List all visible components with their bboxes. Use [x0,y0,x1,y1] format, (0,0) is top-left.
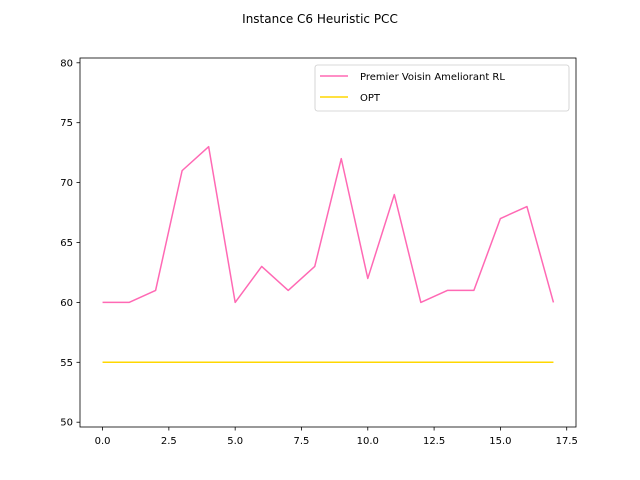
chart-title: Instance C6 Heuristic PCC [242,12,398,26]
y-tick-label: 75 [60,118,73,129]
x-tick-label: 0.0 [95,436,111,447]
legend-label-1: Premier Voisin Ameliorant RL [360,72,505,83]
legend-label-2: OPT [360,93,381,104]
plot-area [80,58,576,427]
y-tick-label: 65 [60,238,73,249]
y-axis: 50 55 60 65 70 75 80 [60,58,80,429]
x-tick-label: 2.5 [161,436,177,447]
legend: Premier Voisin Ameliorant RL OPT [314,64,570,112]
x-tick-label: 15.0 [489,436,511,447]
y-tick-label: 70 [60,178,73,189]
x-axis: 0.0 2.5 5.0 7.5 10.0 12.5 15.0 17.5 [95,427,578,447]
x-tick-label: 7.5 [294,436,310,447]
y-tick-label: 55 [60,358,73,369]
x-tick-label: 12.5 [423,436,445,447]
x-tick-label: 5.0 [227,436,243,447]
y-tick-label: 60 [60,298,73,309]
plot-frame [79,57,577,428]
series-line-1 [102,145,555,304]
legend-box [314,64,570,112]
y-tick-label: 80 [60,58,73,69]
x-tick-label: 10.0 [357,436,379,447]
x-tick-label: 17.5 [556,436,578,447]
series-layer [102,145,555,364]
y-tick-label: 50 [60,418,73,429]
